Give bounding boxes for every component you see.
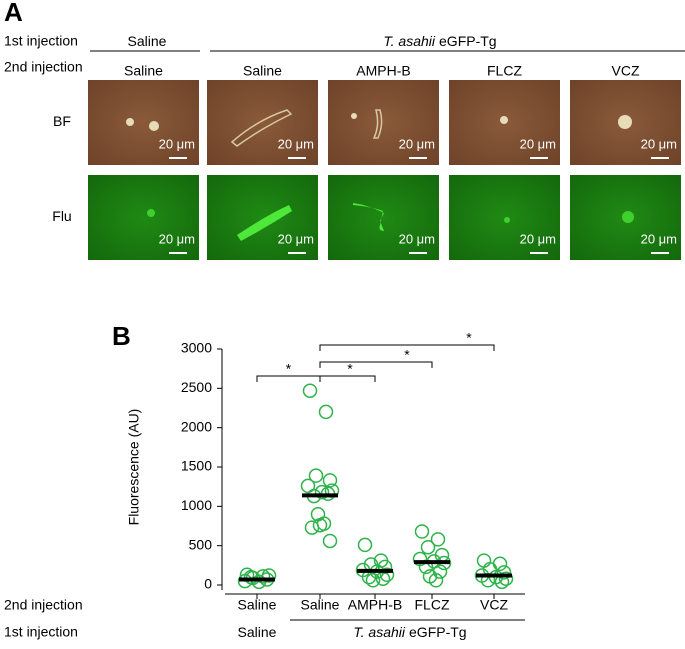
row-label: BF xyxy=(53,113,71,129)
cell xyxy=(353,203,384,231)
scale-bar-label: 20 μm xyxy=(278,136,314,151)
cell xyxy=(372,109,383,139)
scale-bar-label: 20 μm xyxy=(278,231,314,246)
column-header: FLCZ xyxy=(487,63,522,79)
data-point xyxy=(308,468,324,483)
micrograph xyxy=(88,175,199,260)
micrograph xyxy=(207,80,318,165)
y-tick-label: 1000 xyxy=(181,497,212,513)
scale-bar-label: 20 μm xyxy=(159,231,195,246)
row-header: 2nd injection xyxy=(4,59,83,75)
cell xyxy=(500,116,508,124)
significance-label: * xyxy=(466,330,472,346)
group-label-italic: T. asahii xyxy=(383,33,436,49)
y-tick-label: 3000 xyxy=(181,340,212,356)
group-label-text: Saline xyxy=(128,33,167,49)
column-header: Saline xyxy=(124,63,163,79)
group-label-italic: T. asahii xyxy=(353,624,406,640)
x-tick-label: Saline xyxy=(301,597,340,613)
data-point xyxy=(357,537,373,553)
column-header: Saline xyxy=(243,63,282,79)
data-point xyxy=(430,532,446,547)
cell xyxy=(504,217,510,223)
data-point xyxy=(414,524,430,539)
scale-bar-label: 20 μm xyxy=(399,231,435,246)
data-point xyxy=(492,556,508,572)
x-axis-label: 2nd injection xyxy=(4,597,83,613)
scale-bar-label: 20 μm xyxy=(399,136,435,151)
significance-bracket xyxy=(319,361,433,368)
cell xyxy=(230,109,293,147)
significance-bracket xyxy=(256,375,321,382)
data-point xyxy=(420,539,436,555)
data-point xyxy=(318,404,334,420)
cell xyxy=(126,118,134,126)
x-tick-label: VCZ xyxy=(480,597,508,613)
y-axis-label: Fluorescence (AU) xyxy=(126,409,142,526)
group-label: Saline xyxy=(128,33,167,49)
micrograph xyxy=(88,80,199,165)
data-point xyxy=(365,573,381,588)
significance-bracket xyxy=(319,344,495,351)
cell xyxy=(351,113,357,119)
micrograph xyxy=(449,175,560,260)
y-tick-label: 2500 xyxy=(181,379,212,395)
x-tick-label: FLCZ xyxy=(415,597,450,613)
data-point xyxy=(314,484,330,500)
micrograph xyxy=(207,175,318,260)
y-tick-label: 500 xyxy=(189,536,213,552)
data-point xyxy=(302,383,318,398)
data-point xyxy=(312,517,328,533)
y-tick-label: 0 xyxy=(204,576,212,592)
scale-bar-label: 20 μm xyxy=(520,136,556,151)
y-tick-label: 1500 xyxy=(181,458,212,474)
group-label-text: Saline xyxy=(238,624,277,640)
group-label: T. asahii eGFP-Tg xyxy=(353,624,466,640)
data-point xyxy=(498,571,514,586)
group-label-text: eGFP-Tg xyxy=(439,33,497,49)
data-point xyxy=(261,568,277,583)
column-header: VCZ xyxy=(612,63,640,79)
panel-label: A xyxy=(4,0,23,27)
group-label-text: eGFP-Tg xyxy=(409,624,467,640)
panel-label: B xyxy=(112,321,131,351)
data-point xyxy=(304,520,320,535)
column-header: AMPH-B xyxy=(356,63,410,79)
data-point xyxy=(496,565,512,580)
significance-label: * xyxy=(286,361,292,377)
x-tick-label: AMPH-B xyxy=(348,597,402,613)
significance-label: * xyxy=(347,361,353,377)
scale-bar-label: 20 μm xyxy=(520,231,556,246)
significance-bracket xyxy=(319,375,376,382)
significance-label: * xyxy=(404,347,410,363)
data-point xyxy=(243,569,259,585)
scale-bar-label: 20 μm xyxy=(641,231,677,246)
group-label: Saline xyxy=(238,624,277,640)
data-point xyxy=(476,553,492,568)
micrograph xyxy=(328,175,439,260)
x-tick-label: Saline xyxy=(238,597,277,613)
cell xyxy=(147,209,155,217)
cell xyxy=(622,211,634,223)
group-label: T. asahii eGFP-Tg xyxy=(383,33,496,49)
data-point xyxy=(379,567,395,583)
data-point xyxy=(377,559,393,575)
cell xyxy=(149,121,159,131)
cell xyxy=(618,115,632,129)
micrograph xyxy=(328,80,439,165)
row-label: Flu xyxy=(52,208,71,224)
scale-bar-label: 20 μm xyxy=(641,136,677,151)
scale-bar-label: 20 μm xyxy=(159,136,195,151)
y-tick-label: 2000 xyxy=(181,418,212,434)
row-header: 1st injection xyxy=(4,33,78,49)
x-axis-label: 1st injection xyxy=(4,624,78,640)
data-point xyxy=(322,533,338,549)
cell xyxy=(237,205,292,241)
data-point xyxy=(428,573,444,588)
